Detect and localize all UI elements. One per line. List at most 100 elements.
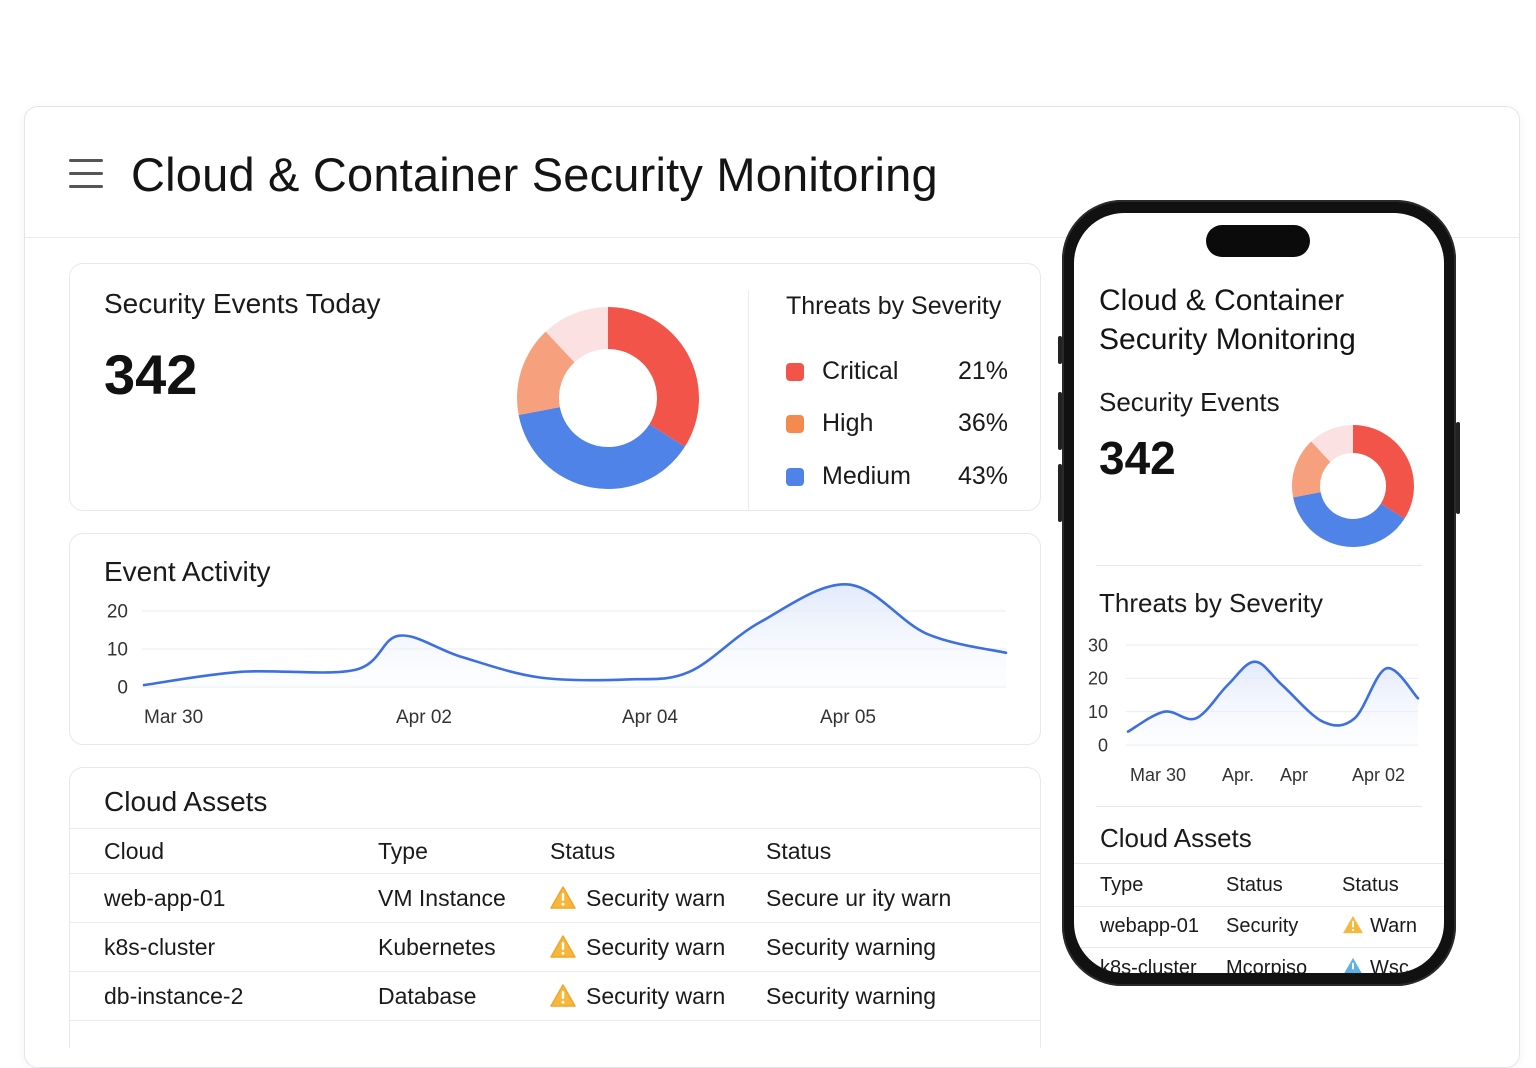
series-line xyxy=(1126,660,1420,733)
donut-slice-low xyxy=(1311,425,1353,462)
asset-type: Kubernetes xyxy=(378,922,550,972)
mobile-warn-text: Warn xyxy=(1370,915,1418,937)
x-tick-label: Apr xyxy=(1280,765,1308,785)
top-bar: Cloud & Container Security Monitoring xyxy=(25,107,1519,238)
mobile-asset-warn: Wsc xyxy=(1342,957,1409,973)
x-tick-label: Apr 02 xyxy=(1352,765,1405,785)
hamburger-icon[interactable] xyxy=(69,159,103,189)
x-tick-label: Mar 30 xyxy=(144,707,203,728)
series-line xyxy=(142,583,1008,687)
table-row[interactable]: web-app-01 VM Instance Security warn Sec… xyxy=(70,873,1040,923)
status-text: Security warn xyxy=(586,933,726,960)
x-tick-label: Mar 30 xyxy=(1130,765,1186,785)
asset-status-2: Security warning xyxy=(766,922,1040,972)
mobile-divider xyxy=(1096,565,1422,566)
mobile-chart-title: Threats by Severity xyxy=(1099,588,1323,618)
phone-volume-up xyxy=(1058,392,1062,450)
mobile-table-row[interactable]: webapp-01 Security Warn xyxy=(1074,905,1444,948)
events-count: 342 xyxy=(104,343,198,406)
mobile-table-row[interactable]: k8s-cluster Mcorpiso Wsc xyxy=(1074,947,1444,973)
mobile-asset-status: Security xyxy=(1226,915,1299,937)
legend-item-critical: Critical 21% xyxy=(786,357,1008,387)
legend-pct: 21% xyxy=(957,357,1008,385)
col-status-2[interactable]: Status xyxy=(766,828,1040,874)
mobile-assets-title: Cloud Assets xyxy=(1100,823,1252,853)
warning-icon xyxy=(1344,957,1362,973)
x-tick-label: Apr 02 xyxy=(396,707,452,728)
mobile-severity-donut xyxy=(1292,425,1414,547)
warning-icon xyxy=(550,983,576,1007)
mobile-col-type[interactable]: Type xyxy=(1100,874,1144,896)
table-row[interactable]: k8s-cluster Kubernetes Security warn Sec… xyxy=(70,922,1040,972)
phone-mockup: Cloud & Container Security Monitoring Se… xyxy=(1058,200,1460,986)
phone-side-button xyxy=(1058,336,1062,364)
critical-swatch xyxy=(786,363,804,381)
events-title: Security Events Today xyxy=(104,288,381,319)
asset-type: Database xyxy=(378,971,550,1021)
table-row[interactable]: db-instance-2 Database Security warn Sec… xyxy=(70,971,1040,1021)
asset-status: Security warn xyxy=(550,873,766,923)
security-events-card: Security Events Today 342 Threats by Sev… xyxy=(69,263,1041,511)
y-tick-label: 0 xyxy=(1098,735,1108,755)
phone-volume-down xyxy=(1058,464,1062,522)
col-cloud[interactable]: Cloud xyxy=(70,828,378,874)
mobile-threats-chart: 0 10 20 30 Mar 30 Apr. Apr Apr 02 xyxy=(1088,635,1420,785)
donut-slice-low xyxy=(545,307,608,363)
x-tick-label: Apr. xyxy=(1222,765,1254,785)
phone-power-button xyxy=(1456,422,1460,514)
donut-slice-medium xyxy=(518,407,685,489)
table-header-row: Cloud Type Status Status xyxy=(70,828,1040,874)
asset-status-2: Secure ur ity warn xyxy=(766,873,1040,923)
legend-item-medium: Medium 43% xyxy=(786,462,1008,492)
col-type[interactable]: Type xyxy=(378,828,550,874)
medium-swatch xyxy=(786,468,804,486)
y-tick-label: 30 xyxy=(1088,635,1108,655)
mobile-asset-warn: Warn xyxy=(1342,915,1417,938)
x-tick-label: Apr 05 xyxy=(820,707,876,728)
asset-name: web-app-01 xyxy=(70,873,378,923)
mobile-col-status-2[interactable]: Status xyxy=(1342,874,1399,896)
assets-table: Cloud Type Status Status web-app-01 VM I… xyxy=(70,828,1040,1021)
donut-slice-critical xyxy=(1353,425,1414,519)
asset-status: Security warn xyxy=(550,971,766,1021)
high-swatch xyxy=(786,415,804,433)
mobile-table-header: Type Status Status xyxy=(1074,863,1444,907)
mobile-asset-name: webapp-01 xyxy=(1100,915,1199,937)
mobile-page-title: Cloud & Container Security Monitoring xyxy=(1099,284,1356,356)
y-tick-label: 10 xyxy=(107,640,128,661)
mobile-asset-status: Mcorpiso xyxy=(1226,957,1308,973)
page-title: Cloud & Container Security Monitoring xyxy=(131,148,938,201)
legend-label: High xyxy=(822,409,874,437)
event-activity-chart: 0 10 20 Mar 30 Apr 02 Apr 04 Apr 05 xyxy=(107,583,1008,728)
mobile-events-count: 342 xyxy=(1099,432,1176,484)
mobile-asset-name: k8s-cluster xyxy=(1100,957,1197,973)
mobile-warn-text: Wsc xyxy=(1370,957,1409,973)
activity-title: Event Activity xyxy=(104,556,271,587)
status-text: Security warn xyxy=(586,982,726,1009)
asset-name: k8s-cluster xyxy=(70,922,378,972)
legend-pct: 43% xyxy=(957,462,1008,490)
severity-donut xyxy=(517,307,699,489)
col-status[interactable]: Status xyxy=(550,828,766,874)
dynamic-island xyxy=(1206,225,1310,257)
assets-title: Cloud Assets xyxy=(104,786,268,817)
donut-slice-medium xyxy=(1293,492,1405,547)
warning-icon xyxy=(1343,915,1363,934)
donut-slice-critical xyxy=(608,307,699,447)
mobile-col-status[interactable]: Status xyxy=(1226,874,1283,896)
asset-name: db-instance-2 xyxy=(70,971,378,1021)
y-tick-label: 20 xyxy=(1088,669,1108,689)
legend-pct: 36% xyxy=(957,409,1008,437)
legend-item-high: High 36% xyxy=(786,409,1008,439)
mobile-events-title: Security Events xyxy=(1099,387,1280,417)
donut-slice-high xyxy=(1292,441,1331,498)
phone-screen: Cloud & Container Security Monitoring Se… xyxy=(1074,213,1444,973)
cloud-assets-card: Cloud Assets Cloud Type Status Status we… xyxy=(69,767,1041,1048)
asset-type: VM Instance xyxy=(378,873,550,923)
event-activity-card: Event Activity 0 10 20 Mar 30 Apr 02 Apr 04 Ap… xyxy=(69,533,1041,745)
status-text: Security warn xyxy=(586,884,726,911)
area-fill xyxy=(144,584,1006,687)
y-tick-label: 20 xyxy=(107,602,128,623)
mobile-divider xyxy=(1096,806,1422,807)
warning-icon xyxy=(550,885,576,909)
